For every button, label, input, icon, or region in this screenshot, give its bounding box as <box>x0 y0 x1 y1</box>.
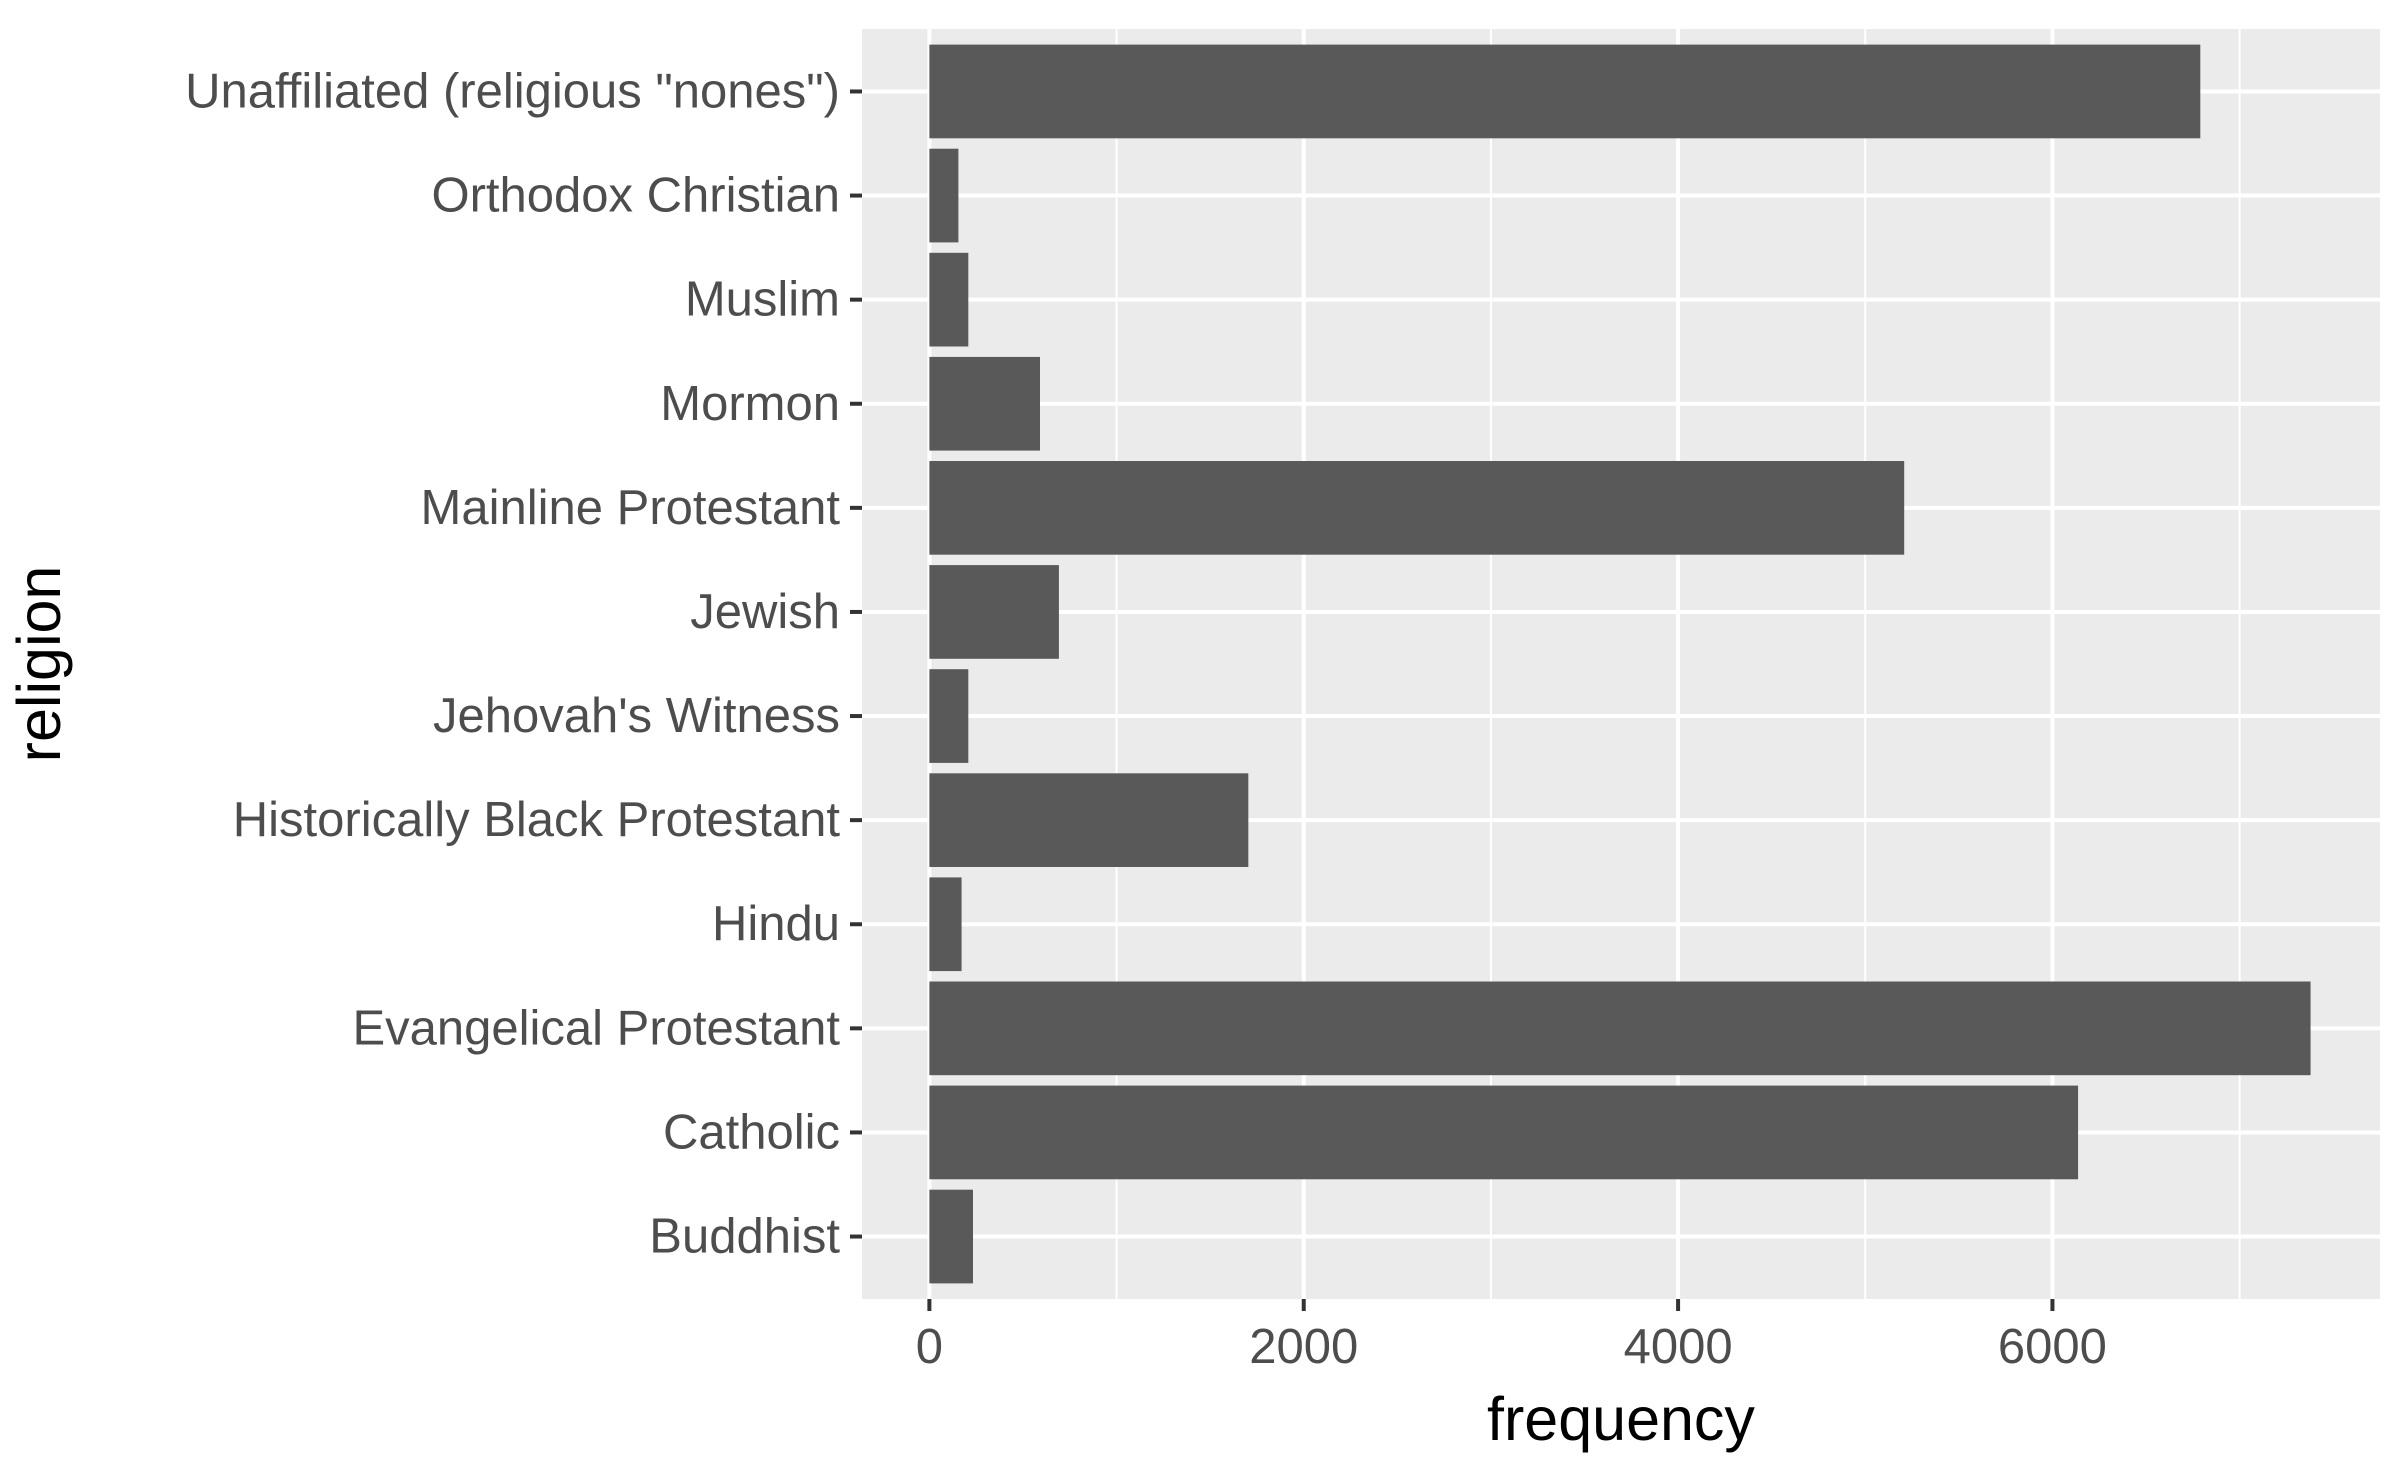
y-tick-label: Jewish <box>690 585 840 639</box>
x-tick-label: 2000 <box>1249 1320 1358 1374</box>
y-tick-label: Muslim <box>685 273 840 327</box>
y-axis-title: religion <box>5 566 73 763</box>
y-tick-label: Mormon <box>660 377 840 431</box>
bar <box>929 148 959 243</box>
bar <box>929 356 1041 451</box>
bar <box>929 461 1905 555</box>
bars <box>929 44 2311 1284</box>
bar <box>929 981 2311 1076</box>
y-tick-label: Jehovah's Witness <box>433 689 840 743</box>
bar <box>929 877 962 972</box>
y-axis-ticks: Buddhist Catholic Evangelical Protestant Hi… <box>185 64 862 1264</box>
bar <box>929 565 1059 659</box>
x-axis-ticks: 0 2000 4000 6000 <box>916 1299 2107 1374</box>
bar <box>929 252 969 347</box>
y-tick-label: Evangelical Protestant <box>352 1001 840 1055</box>
y-tick-label: Orthodox Christian <box>431 169 840 223</box>
y-tick-label: Mainline Protestant <box>421 481 841 535</box>
bar <box>929 773 1249 867</box>
y-tick-label: Historically Black Protestant <box>233 793 841 847</box>
bar <box>929 669 969 763</box>
x-axis-title: frequency <box>1487 1385 1755 1453</box>
bar <box>929 44 2201 139</box>
x-tick-label: 4000 <box>1624 1320 1733 1374</box>
y-tick-label: Hindu <box>712 897 840 951</box>
x-tick-label: 6000 <box>1998 1320 2107 1374</box>
x-tick-label: 0 <box>916 1320 943 1374</box>
y-tick-label: Unaffiliated (religious "nones") <box>185 64 840 118</box>
bar <box>929 1189 973 1284</box>
y-tick-label: Buddhist <box>649 1210 840 1264</box>
bar <box>929 1085 2079 1180</box>
y-tick-label: Catholic <box>663 1105 840 1159</box>
